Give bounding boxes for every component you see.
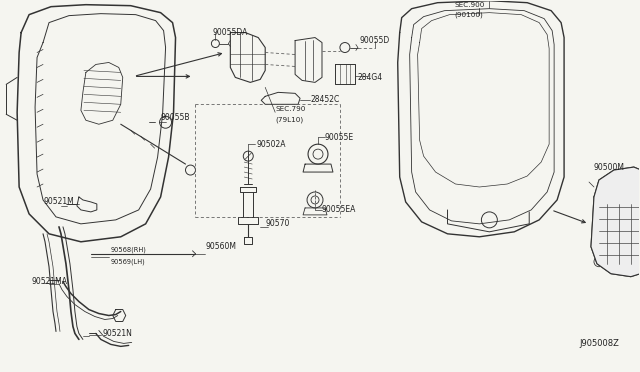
Text: 90568(RH): 90568(RH) [111, 247, 147, 253]
Text: 90560M: 90560M [205, 242, 236, 251]
Text: 90570: 90570 [265, 219, 289, 228]
Text: (79L10): (79L10) [275, 117, 303, 124]
Text: (90100): (90100) [454, 12, 483, 18]
Text: 90055B: 90055B [161, 113, 190, 122]
Text: SEC.900: SEC.900 [454, 2, 485, 8]
Text: 90055DA: 90055DA [212, 28, 248, 37]
Text: 28452C: 28452C [310, 95, 339, 104]
Text: 284G4: 284G4 [358, 73, 383, 82]
Text: 90521MA: 90521MA [31, 277, 67, 286]
Text: 90055D: 90055D [360, 36, 390, 45]
Text: 90521M: 90521M [43, 198, 74, 206]
Text: 90521N: 90521N [103, 329, 132, 338]
Text: 90055E: 90055E [325, 133, 354, 142]
Text: 90569(LH): 90569(LH) [111, 259, 145, 265]
Text: J905008Z: J905008Z [579, 339, 619, 348]
Text: 90502A: 90502A [256, 140, 285, 149]
Text: SEC.790: SEC.790 [275, 106, 305, 112]
Text: 90055EA: 90055EA [322, 205, 356, 214]
Text: 90500M: 90500M [594, 163, 625, 171]
Polygon shape [591, 167, 640, 277]
